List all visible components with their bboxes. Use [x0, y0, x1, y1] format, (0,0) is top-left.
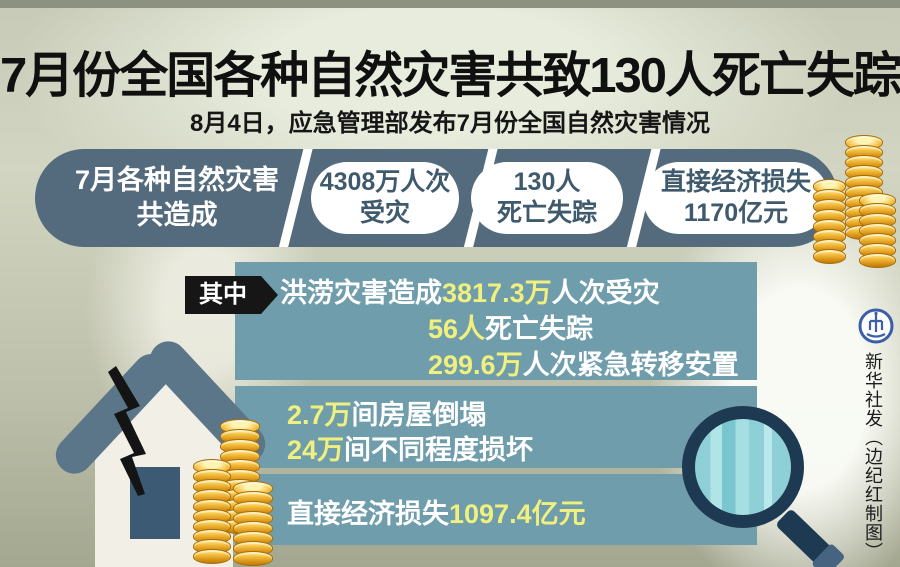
coin-stack [193, 459, 231, 564]
economy-prefix: 直接经济损失 [287, 499, 449, 529]
economy-line: 直接经济损失1097.4亿元 [287, 492, 757, 531]
summary-lead-line2: 共造成 [136, 200, 218, 230]
summary-bar: 7月各种自然灾害 共造成 4308万人次 受灾 130人 死亡失踪 直接经济损失… [35, 149, 838, 247]
stat-pill-economic-loss-value: 1170亿元 [683, 199, 789, 227]
magnifier-icon [682, 406, 804, 528]
flood-line-3: 299.6万人次紧急转移安置 [428, 347, 757, 383]
flood-line2-value: 56人 [428, 314, 486, 344]
flood-line1-suffix: 人次受灾 [551, 278, 660, 308]
stat-pill-economic-loss-label: 直接经济损失 [660, 167, 811, 196]
housing-stats-panel: 2.7万间房屋倒塌 24万间不同程度损坏 [235, 386, 757, 468]
stat-pill-deaths-value: 130人 [513, 167, 581, 196]
among-which-tag: 其中 [185, 276, 278, 314]
coin-stack [813, 179, 846, 264]
stat-pill-affected-label: 受灾 [359, 199, 410, 227]
stat-pill-deaths-label: 死亡失踪 [496, 199, 597, 227]
summary-lead: 7月各种自然灾害 共造成 [53, 149, 301, 247]
flood-line-2: 56人死亡失踪 [428, 311, 757, 347]
top-border-strip [0, 0, 900, 8]
housing-line2-suffix: 间不同程度损坏 [344, 435, 534, 465]
flood-line3-value: 299.6万 [428, 350, 523, 380]
coin-stack-icon [193, 419, 273, 567]
housing-line1-suffix: 间房屋倒塌 [351, 400, 487, 430]
xinhua-logo [858, 308, 894, 344]
housing-line-1: 2.7万间房屋倒塌 [287, 398, 757, 433]
coin-stack [859, 193, 896, 268]
page-title: 7月份全国各种自然灾害共致130人死亡失踪 [0, 49, 900, 103]
economy-value: 1097.4亿元 [449, 499, 586, 529]
page-subtitle: 8月4日，应急管理部发布7月份全国自然灾害情况 [189, 110, 711, 137]
housing-line2-value: 24万 [287, 435, 345, 465]
magnifier-handle [775, 508, 846, 567]
flood-line-1: 洪涝灾害造成3817.3万人次受灾 [280, 275, 757, 311]
stat-pill-affected: 4308万人次 受灾 [311, 162, 459, 234]
flood-line1-prefix: 洪涝灾害造成 [280, 278, 442, 308]
crack-icon [108, 366, 146, 496]
stat-pill-affected-value: 4308万人次 [319, 167, 451, 196]
housing-line-2: 24万间不同程度损坏 [287, 433, 757, 468]
flood-line2-suffix: 死亡失踪 [485, 314, 594, 344]
stat-pill-deaths: 130人 死亡失踪 [471, 162, 623, 234]
summary-lead-line1: 7月各种自然灾害 [74, 164, 280, 195]
flood-stats-panel: 洪涝灾害造成3817.3万人次受灾 56人死亡失踪 299.6万人次紧急转移安置 [235, 262, 757, 380]
flood-line1-value: 3817.3万 [442, 278, 552, 308]
economy-stats-panel: 直接经济损失1097.4亿元 [235, 474, 757, 545]
housing-line1-value: 2.7万 [287, 400, 352, 430]
stat-pill-economic-loss: 直接经济损失 1170亿元 [643, 162, 829, 234]
coin-stack-icon [813, 135, 900, 268]
coin-stack [233, 481, 273, 566]
magnifier-handle-cap [811, 542, 846, 567]
flood-line3-suffix: 人次紧急转移安置 [522, 350, 739, 380]
credit-vertical-text: 新华社发（边纪红制图） [863, 352, 883, 561]
